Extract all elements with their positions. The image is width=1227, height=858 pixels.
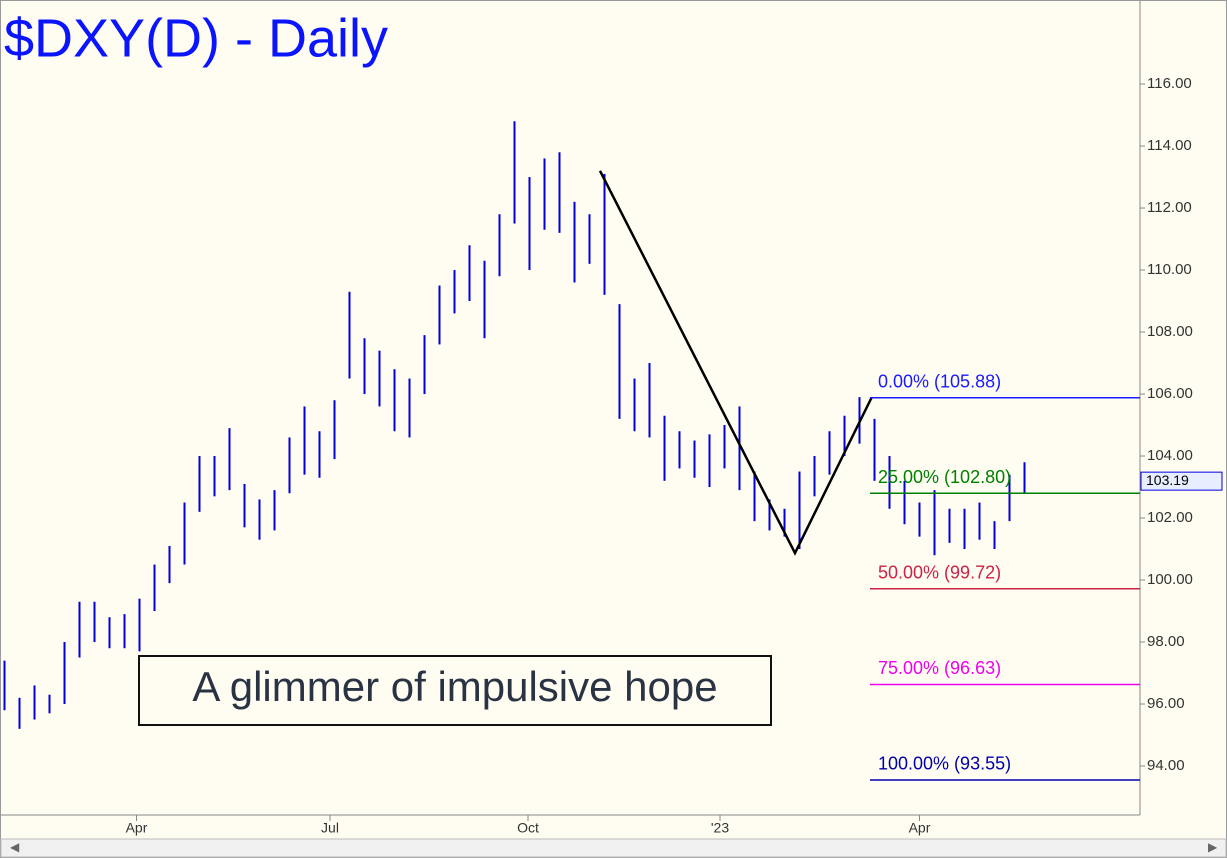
y-tick-label: 94.00 bbox=[1147, 757, 1185, 774]
swing-line bbox=[598, 170, 873, 556]
fib-label: 25.00% (102.80) bbox=[878, 467, 1011, 487]
x-tick-label: Oct bbox=[517, 820, 539, 836]
chart-title: $DXY(D) - Daily bbox=[4, 8, 388, 68]
scroll-right[interactable]: ▶ bbox=[1208, 840, 1218, 854]
x-tick-label: Jul bbox=[321, 820, 339, 836]
y-tick-label: 96.00 bbox=[1147, 695, 1185, 712]
x-tick-label: '23 bbox=[711, 820, 729, 836]
scroll-left[interactable]: ◀ bbox=[10, 840, 20, 854]
y-tick-label: 108.00 bbox=[1147, 323, 1193, 340]
y-tick-label: 114.00 bbox=[1147, 137, 1192, 154]
scrollbar[interactable] bbox=[0, 838, 1227, 858]
x-tick-label: Apr bbox=[909, 820, 931, 836]
price-tag-label: 103.19 bbox=[1146, 472, 1189, 488]
y-tick-label: 100.00 bbox=[1147, 571, 1193, 588]
y-tick-label: 112.00 bbox=[1147, 199, 1192, 216]
price-tag bbox=[1140, 471, 1223, 491]
fib-label: 0.00% (105.88) bbox=[878, 372, 1001, 392]
y-tick-label: 98.00 bbox=[1147, 633, 1185, 650]
y-tick-label: 116.00 bbox=[1147, 75, 1192, 92]
y-tick-label: 106.00 bbox=[1147, 385, 1193, 402]
fib-label: 100.00% (93.55) bbox=[878, 754, 1011, 774]
annotation: A glimmer of impulsive hope bbox=[192, 663, 717, 710]
plot-area bbox=[3, 121, 1026, 729]
fib-label: 50.00% (99.72) bbox=[878, 562, 1001, 582]
fib-label: 75.00% (96.63) bbox=[878, 658, 1001, 678]
x-tick-label: Apr bbox=[126, 820, 148, 836]
y-tick-label: 102.00 bbox=[1147, 509, 1193, 526]
y-tick-label: 110.00 bbox=[1147, 261, 1192, 278]
y-tick-label: 104.00 bbox=[1147, 447, 1193, 464]
annotation-box bbox=[138, 655, 772, 726]
